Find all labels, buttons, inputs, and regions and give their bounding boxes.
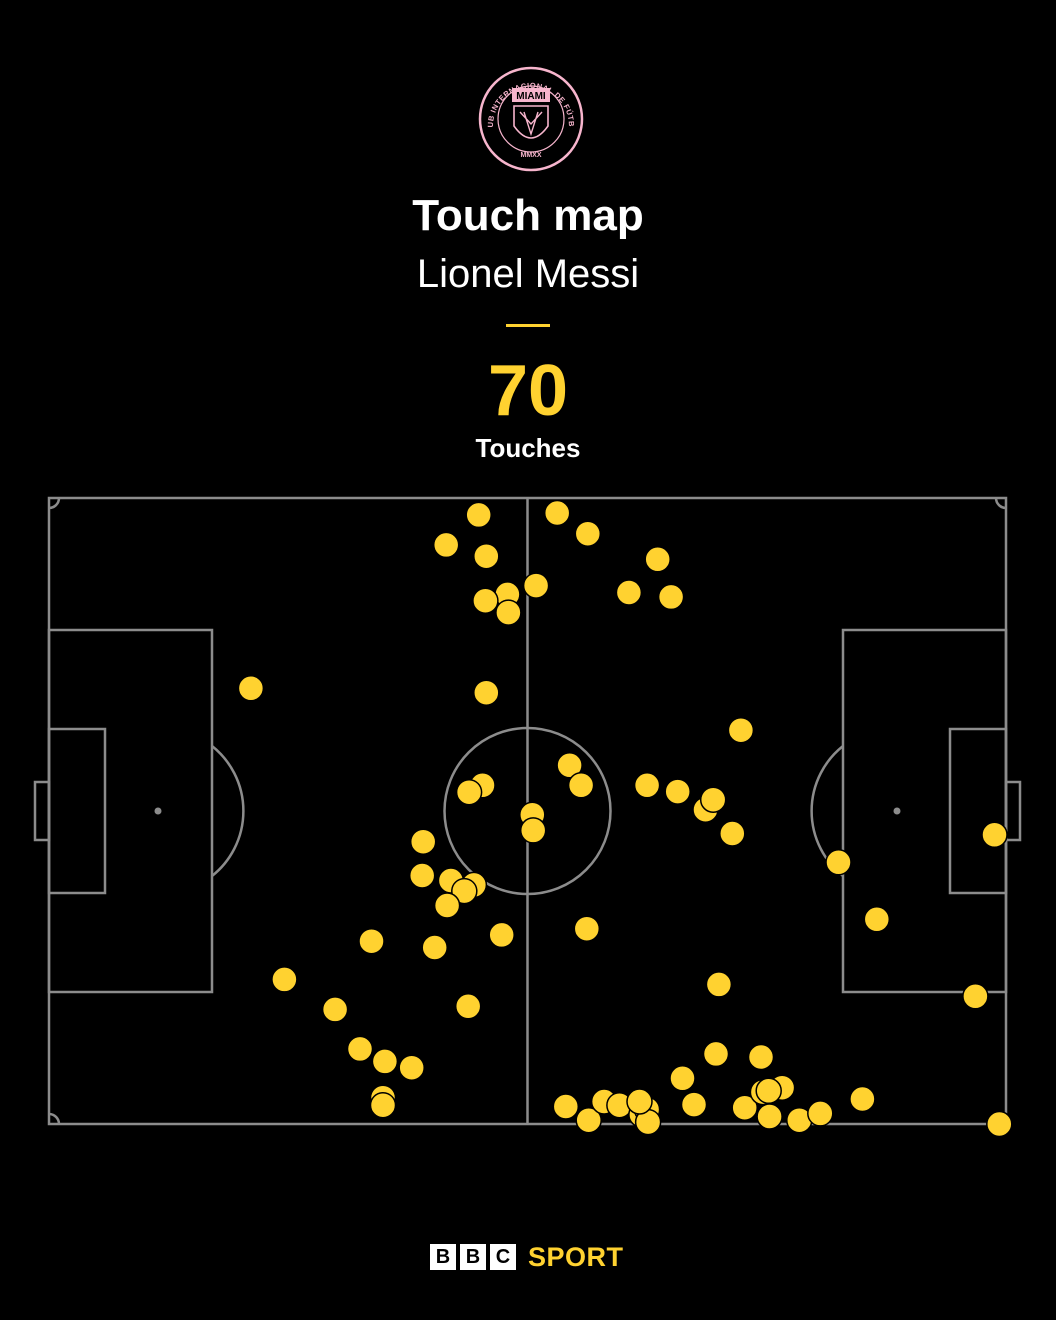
touch-point xyxy=(358,927,385,955)
touch-point xyxy=(705,971,733,998)
sport-wordmark: SPORT xyxy=(528,1241,624,1272)
touch-point xyxy=(825,849,852,876)
touch-point xyxy=(807,1100,834,1127)
crest-name: MIAMI xyxy=(516,91,546,102)
touch-point xyxy=(433,892,461,919)
touch-point xyxy=(962,983,989,1010)
corner-arc-top-left xyxy=(48,497,61,510)
touch-point xyxy=(755,1077,782,1105)
touch-point xyxy=(371,1048,399,1075)
left-goal xyxy=(33,780,51,842)
pitch-markings xyxy=(33,496,1022,1126)
touch-point xyxy=(575,1106,602,1134)
touch-point xyxy=(421,934,448,961)
left-six-yard-box xyxy=(47,727,107,895)
left-penalty-arc xyxy=(211,745,245,877)
player-name: Lionel Messi xyxy=(416,252,640,296)
touch-point xyxy=(556,752,583,779)
touch-point xyxy=(321,996,349,1023)
bbc-logo-letter: B xyxy=(430,1244,456,1270)
touch-point xyxy=(680,1091,708,1118)
touch-point xyxy=(519,817,547,844)
touch-point xyxy=(756,1103,783,1130)
corner-arc-top-right xyxy=(994,497,1007,510)
touch-point xyxy=(552,1093,580,1120)
touch-point xyxy=(473,679,500,706)
touch-point xyxy=(669,1065,696,1092)
centre-circle xyxy=(443,726,612,896)
touch-point xyxy=(615,579,643,606)
touch-point xyxy=(432,531,460,559)
touch-point xyxy=(699,786,727,813)
crest-year: MMXX xyxy=(521,152,542,159)
touch-point xyxy=(346,1035,374,1063)
touch-point xyxy=(567,772,595,799)
touch-point xyxy=(473,542,500,570)
right-penalty-area xyxy=(841,628,1008,994)
touch-count: 70 xyxy=(487,351,569,431)
touch-point xyxy=(657,583,685,611)
bbc-logo-letter: B xyxy=(460,1244,486,1270)
touch-point xyxy=(237,675,265,702)
bbc-logo-letter: C xyxy=(490,1244,516,1270)
touch-point xyxy=(495,599,522,626)
touch-points xyxy=(237,499,1013,1138)
touch-point xyxy=(522,572,550,599)
touch-point xyxy=(454,993,482,1020)
touch-point xyxy=(731,1094,758,1121)
touch-point xyxy=(455,778,483,806)
chart-title: Touch map xyxy=(412,191,644,240)
touch-point xyxy=(727,716,755,744)
touch-point xyxy=(465,501,492,529)
touch-point xyxy=(488,921,515,949)
touch-point xyxy=(849,1085,876,1113)
left-penalty-spot xyxy=(154,807,162,815)
right-goal xyxy=(1004,780,1022,842)
left-penalty-area xyxy=(47,628,214,994)
touch-point xyxy=(863,906,891,933)
touch-point xyxy=(986,1110,1013,1138)
touch-point xyxy=(574,520,602,547)
touch-point xyxy=(664,778,691,805)
touch-point xyxy=(573,915,601,942)
touch-point xyxy=(644,546,671,573)
right-penalty-spot xyxy=(893,807,901,815)
touch-point xyxy=(633,772,661,799)
touch-point xyxy=(451,877,478,905)
touch-point xyxy=(719,820,746,847)
touch-point xyxy=(626,1088,653,1115)
touch-point xyxy=(747,1043,775,1071)
corner-arc-bottom-left xyxy=(48,1112,61,1125)
touch-point xyxy=(409,828,437,855)
touch-point xyxy=(472,587,499,614)
title-divider xyxy=(506,324,550,327)
touch-point xyxy=(981,821,1008,849)
right-six-yard-box xyxy=(948,727,1008,895)
bbc-sport-logo: B B C SPORT xyxy=(430,1240,624,1274)
touch-count-label: Touches xyxy=(475,433,581,463)
touch-point xyxy=(702,1040,730,1068)
touch-point xyxy=(369,1091,397,1119)
touch-point xyxy=(398,1054,425,1081)
touch-point xyxy=(408,862,436,889)
inter-miami-crest: MIAMI MMXX CLUB INTERNACIONAL DE FÚTBOL xyxy=(478,66,584,172)
touch-point xyxy=(543,499,571,527)
touch-point xyxy=(271,966,298,993)
